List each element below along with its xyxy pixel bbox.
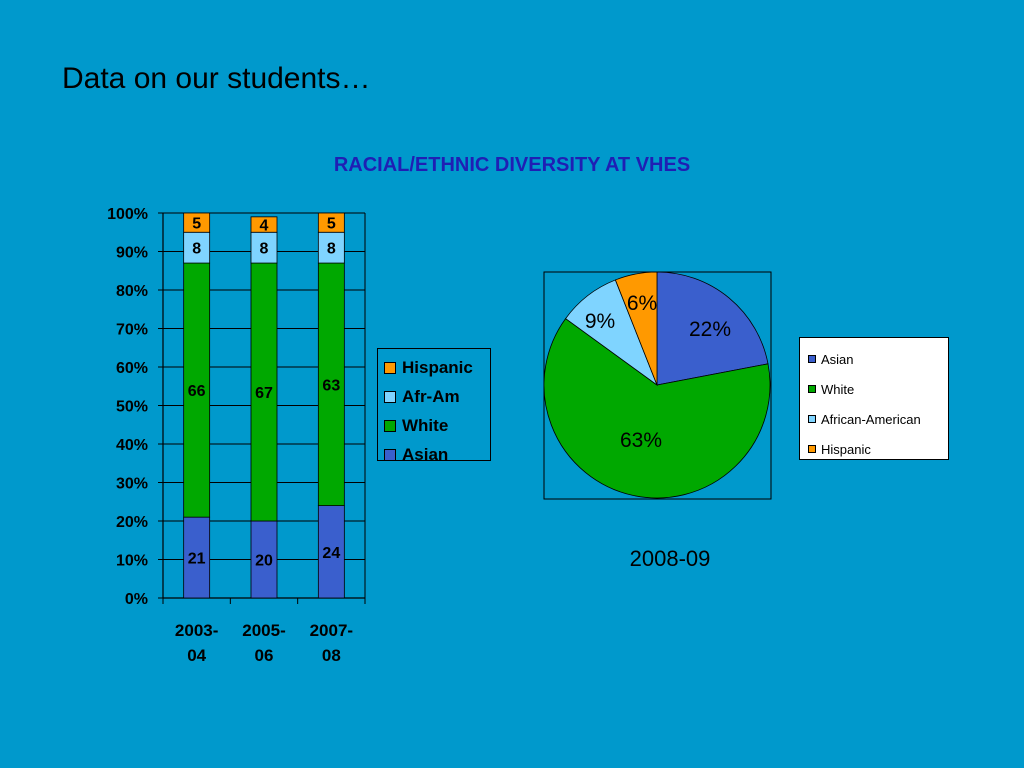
pie-legend-label-asian: Asian (821, 351, 854, 367)
data-label-asian: 20 (255, 553, 273, 570)
legend-label-afr-am: Afr-Am (402, 386, 460, 406)
legend-item-hispanic: Hispanic (384, 353, 490, 382)
bar-segment-asian (250, 520, 278, 599)
y-tick-label: 50% (116, 399, 148, 416)
y-tick-label: 80% (116, 283, 148, 300)
pie-slice-white (543, 318, 771, 499)
pie-chart-caption: 2008-09 (629, 546, 711, 571)
slide-title: Data on our students… (62, 62, 371, 95)
x-tick-label: 06 (255, 646, 274, 665)
pie-legend-swatch-asian (808, 355, 816, 363)
y-tick-label: 0% (125, 591, 148, 608)
data-label-white: 63 (322, 377, 340, 394)
legend-label-hispanic: Hispanic (402, 357, 473, 377)
pie-legend-item-african-american: African-American (808, 404, 948, 434)
y-tick-label: 30% (116, 476, 148, 493)
pie-slice-asian (656, 271, 769, 386)
data-label-afr-am: 8 (327, 241, 336, 258)
data-label-afr-am: 8 (192, 241, 201, 258)
data-label-asian: 21 (188, 551, 206, 568)
y-tick-label: 90% (116, 245, 148, 262)
pie-legend-swatch-african-american (808, 415, 816, 423)
x-tick-label: 2007- (310, 621, 353, 640)
pie-legend-item-white: White (808, 374, 948, 404)
pie-legend-item-asian: Asian (808, 344, 948, 374)
bar-segment-hispanic (250, 216, 278, 233)
bar-chart-title: RACIAL/ETHNIC DIVERSITY AT VHES (333, 154, 691, 176)
bar-segment-afr-am (183, 231, 211, 264)
x-tick-label: 04 (187, 646, 206, 665)
data-label-white: 66 (188, 383, 206, 400)
pie-legend-label-hispanic: Hispanic (821, 441, 871, 457)
pie-slice-hispanic (614, 271, 658, 386)
pie-label-asian: 22% (689, 318, 731, 341)
bar-chart-legend: Hispanic Afr-Am White Asian (377, 348, 491, 464)
pie-legend-swatch-white (808, 385, 816, 393)
pie-label-african-american: 9% (585, 310, 615, 333)
data-label-white: 67 (255, 385, 273, 402)
x-tick-label: 2003- (175, 621, 218, 640)
legend-swatch-white (384, 419, 396, 432)
y-tick-label: 100% (107, 206, 148, 223)
legend-swatch-afr-am (384, 390, 396, 403)
y-tick-label: 70% (116, 322, 148, 339)
x-tick-label: 08 (322, 646, 341, 665)
bar-segment-white (183, 262, 211, 518)
y-tick-label: 60% (116, 360, 148, 377)
bar-segment-white (317, 262, 345, 506)
pie-chart-legend: Asian White African-American Hispanic (799, 337, 949, 460)
legend-swatch-hispanic (384, 361, 396, 374)
y-tick-label: 40% (116, 437, 148, 454)
bar-segment-afr-am (317, 231, 345, 264)
legend-label-white: White (402, 415, 449, 435)
pie-legend-item-hispanic: Hispanic (808, 434, 948, 464)
pie-legend-swatch-hispanic (808, 445, 816, 453)
legend-item-white: White (384, 411, 490, 440)
legend-swatch-asian (384, 448, 396, 461)
pie-label-white: 63% (620, 429, 662, 452)
data-label-hispanic: 4 (260, 218, 269, 235)
pie-legend-label-african-american: African-American (821, 411, 921, 427)
legend-item-afr-am: Afr-Am (384, 382, 490, 411)
data-label-hispanic: 5 (327, 216, 336, 233)
x-tick-label: 2005- (242, 621, 285, 640)
data-label-afr-am: 8 (260, 241, 269, 258)
bar-segment-hispanic (317, 212, 345, 233)
pie-legend-label-white: White (821, 381, 855, 397)
bar-segment-white (250, 262, 278, 522)
legend-label-asian: Asian (402, 444, 449, 464)
legend-item-asian: Asian (384, 440, 490, 469)
y-tick-label: 20% (116, 514, 148, 531)
bar-segment-afr-am (250, 231, 278, 264)
bar-segment-hispanic (183, 212, 211, 233)
data-label-hispanic: 5 (192, 216, 201, 233)
bar-segment-asian (183, 516, 211, 599)
data-label-asian: 24 (322, 545, 340, 562)
y-tick-label: 10% (116, 553, 148, 570)
pie-label-hispanic: 6% (627, 292, 657, 315)
